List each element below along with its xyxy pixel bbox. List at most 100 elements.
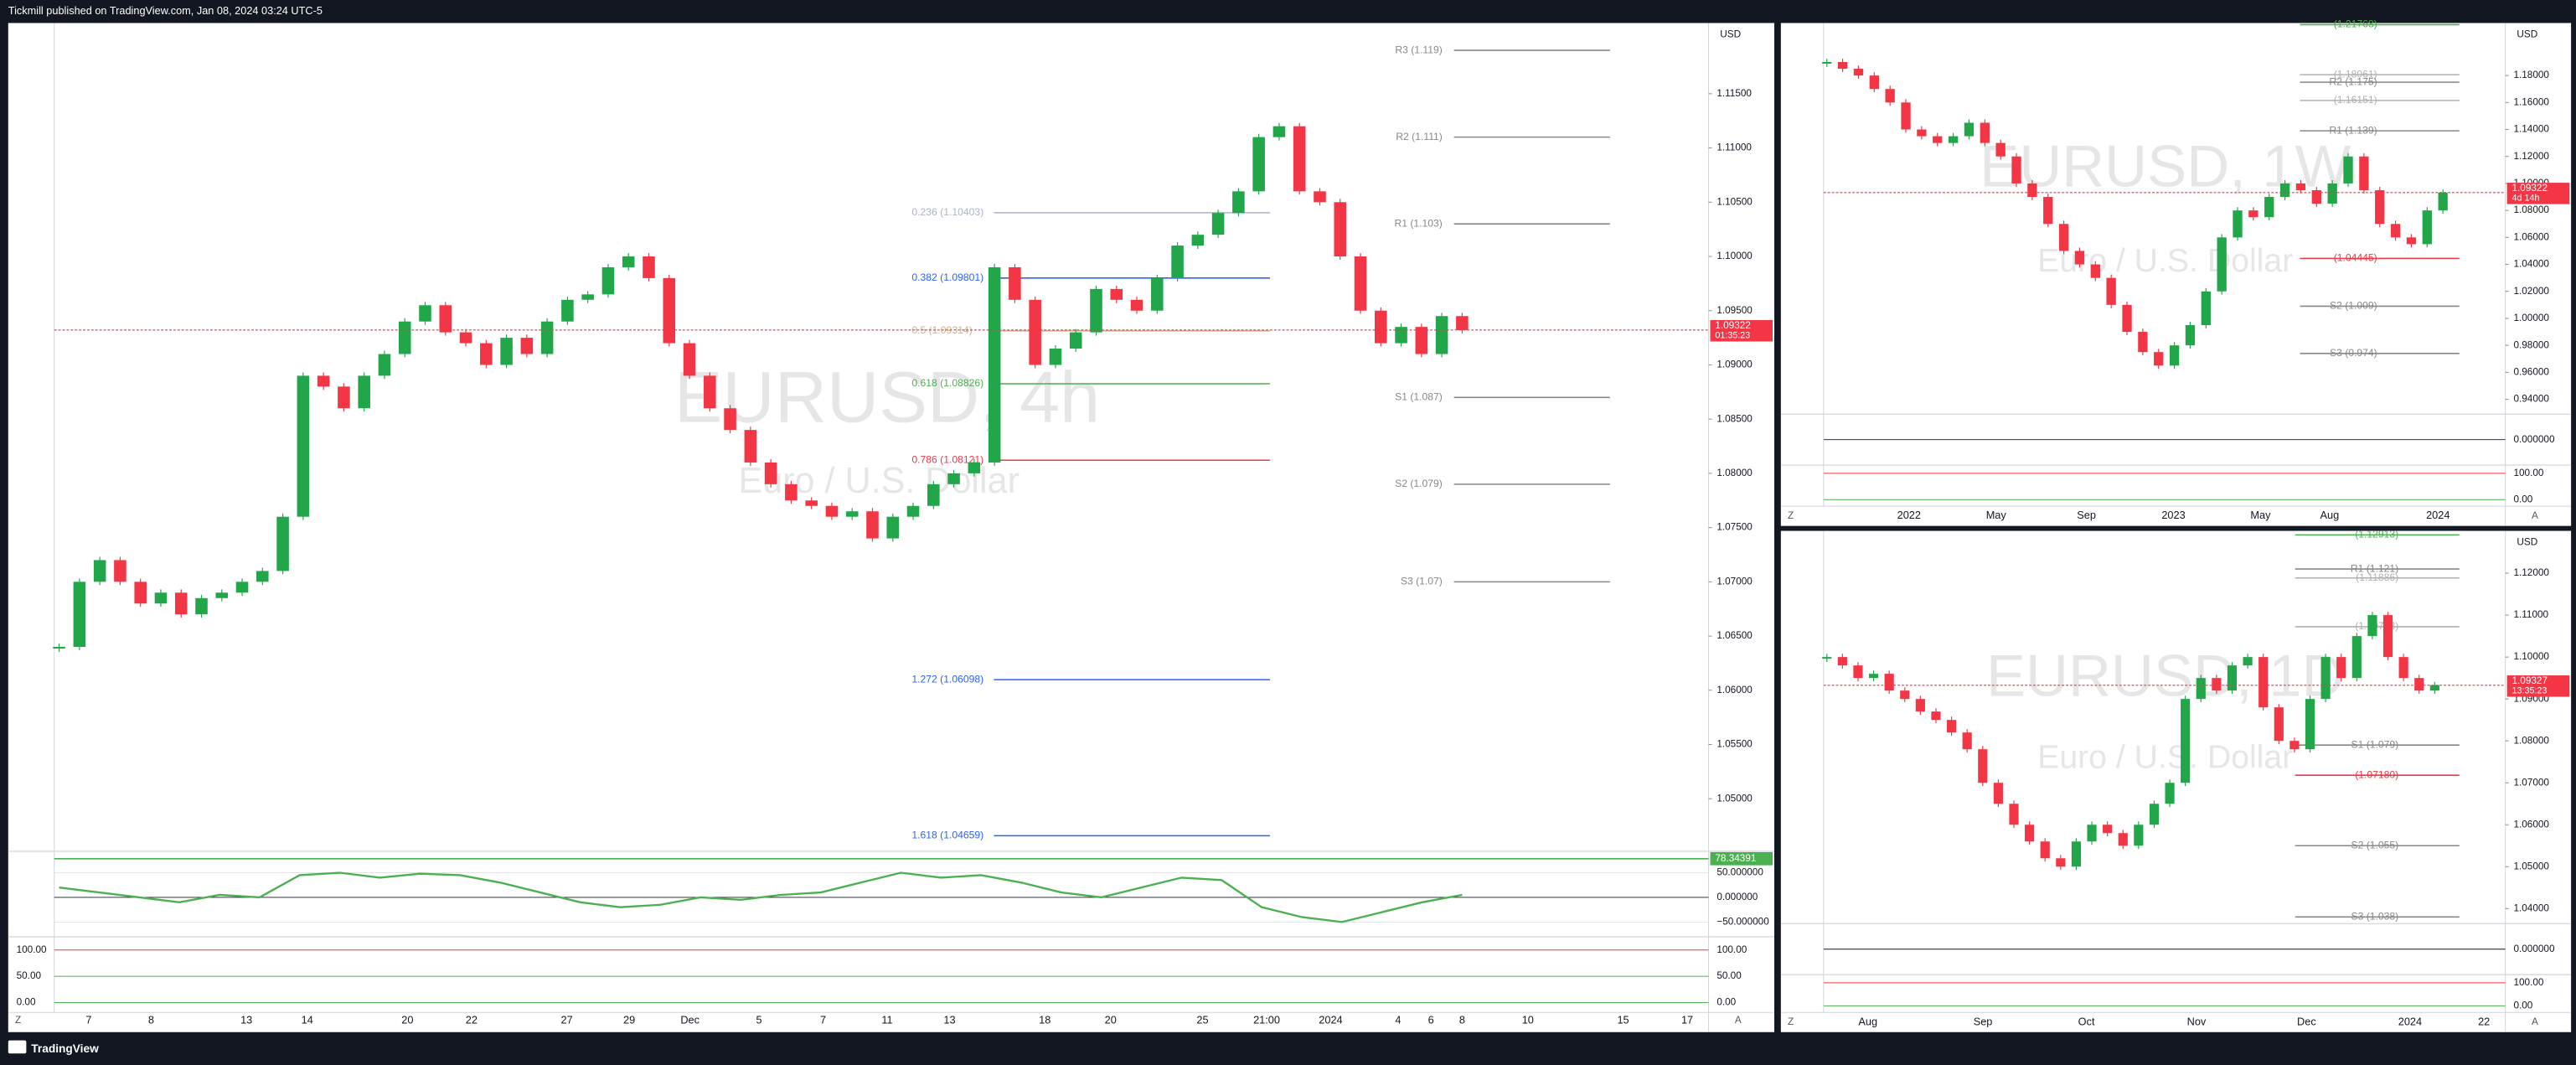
y-tick-label: 0.94000 (2513, 394, 2549, 405)
candle (1252, 137, 1265, 192)
candle (764, 462, 777, 484)
scale-button[interactable]: A (2532, 510, 2538, 521)
candle (134, 582, 147, 604)
x-tick-label: Dec (2297, 1015, 2316, 1027)
scale-button[interactable]: A (2532, 1016, 2538, 1027)
x-tick-label: 8 (148, 1013, 154, 1026)
candle (2305, 699, 2315, 750)
candle (1933, 136, 1943, 143)
stoch-tick-label: 0.00 (2513, 494, 2532, 504)
y-tick-label: 1.07000 (2513, 777, 2549, 788)
y-tick-label: 0.96000 (2513, 366, 2549, 377)
stoch-tick-label: 100.00 (2513, 468, 2543, 478)
level-label: (1.11886) (2356, 571, 2398, 583)
candle (744, 430, 757, 463)
candle (724, 408, 736, 431)
stoch-tick-label: 0.00 (1716, 997, 1736, 1008)
currency: USD (2517, 28, 2537, 39)
y-tick-label: 1.14000 (2513, 124, 2549, 135)
last-price-box (2506, 183, 2570, 204)
candle (1915, 699, 1925, 712)
x-tick-label: 7 (85, 1013, 91, 1026)
y-tick-label: 1.02000 (2513, 286, 2549, 297)
candle (358, 375, 370, 409)
candle (2327, 183, 2337, 204)
candle (1009, 266, 1021, 300)
candle (2201, 291, 2211, 325)
level-label: R3 (1.119) (1395, 44, 1442, 55)
y-tick-label: 1.11000 (2513, 609, 2548, 620)
y-tick-label: 1.11500 (1716, 88, 1752, 99)
logo (8, 1040, 27, 1054)
x-tick-label: 6 (1428, 1013, 1434, 1026)
candle (2122, 304, 2132, 333)
candle (1049, 349, 1062, 365)
scale-button[interactable]: Z (1788, 510, 1794, 521)
last-price-box (2506, 675, 2570, 697)
y-tick-label: 1.16000 (2513, 96, 2549, 107)
x-tick-label: 27 (560, 1013, 572, 1026)
x-tick-label: 10 (1522, 1013, 1534, 1026)
x-tick-label: 4 (1395, 1013, 1401, 1026)
candle (1822, 61, 1832, 64)
level-label: R2 (1.175) (2329, 75, 2377, 87)
candle (2233, 210, 2243, 238)
y-tick-label: 1.08000 (2513, 204, 2549, 215)
candle (439, 305, 452, 333)
x-tick-label: Sep (2077, 509, 2096, 521)
candle (93, 560, 106, 582)
candle (622, 256, 635, 267)
x-tick-label: Dec (680, 1013, 699, 1026)
candle (1435, 316, 1448, 354)
candle (2398, 657, 2408, 679)
level-label: S3 (0.974) (2330, 347, 2377, 359)
panel (1780, 23, 2572, 526)
candle (500, 338, 513, 365)
currency: USD (1720, 28, 1741, 39)
y-tick-label: 1.00000 (2513, 313, 2549, 323)
level-label: (1.12913) (2355, 529, 2398, 540)
candle (1853, 665, 1863, 679)
stoch-tick-label: 100.00 (2513, 977, 2543, 988)
candle (1853, 69, 1864, 76)
candle (1837, 61, 1848, 70)
currency: USD (2517, 536, 2537, 547)
y-tick-label: 1.06500 (1716, 630, 1753, 641)
stoch-tick-label: 0.00 (2513, 1000, 2532, 1011)
y-tick-label: 1.06000 (2513, 819, 2549, 830)
candle (1110, 288, 1123, 300)
candle (581, 294, 594, 300)
scale-button[interactable]: Z (15, 1015, 21, 1026)
candle (683, 343, 696, 376)
countdown: 4d 14h (2512, 194, 2540, 204)
candle (480, 343, 493, 365)
countdown: 01:35:23 (1715, 330, 1750, 340)
x-tick-label: Oct (2078, 1015, 2095, 1027)
candle (1884, 674, 1894, 691)
scale-button[interactable]: Z (1788, 1016, 1794, 1027)
scale-button[interactable]: A (1735, 1015, 1742, 1026)
candle (2422, 210, 2432, 245)
candle (866, 511, 879, 539)
level-label: (1.07180) (2355, 768, 2398, 780)
x-tick-label: 18 (1039, 1013, 1051, 1026)
x-tick-label: 15 (1617, 1013, 1629, 1026)
candle (1029, 299, 1041, 365)
candle (398, 321, 411, 354)
last-price: 1.09322 (1715, 320, 1750, 331)
y-tick-label: 1.12000 (2513, 151, 2549, 162)
y-tick-label: 1.11000 (1716, 142, 1752, 153)
candle (1978, 749, 1988, 783)
candle (1868, 674, 1879, 679)
candle (459, 332, 472, 344)
level-label: 0.786 (1.08121) (911, 453, 983, 465)
candle (419, 305, 431, 322)
level-label: (1.04445) (2334, 252, 2377, 264)
x-tick-label: 5 (756, 1013, 761, 1026)
y-tick-label: 1.09000 (1716, 359, 1753, 370)
candle (2212, 678, 2222, 691)
stoch-tick-label: 50.00 (1716, 970, 1742, 981)
y-tick-label: 1.06000 (1716, 685, 1753, 695)
x-tick-label: 14 (302, 1013, 313, 1026)
y-tick-label: 1.04000 (2513, 902, 2549, 913)
